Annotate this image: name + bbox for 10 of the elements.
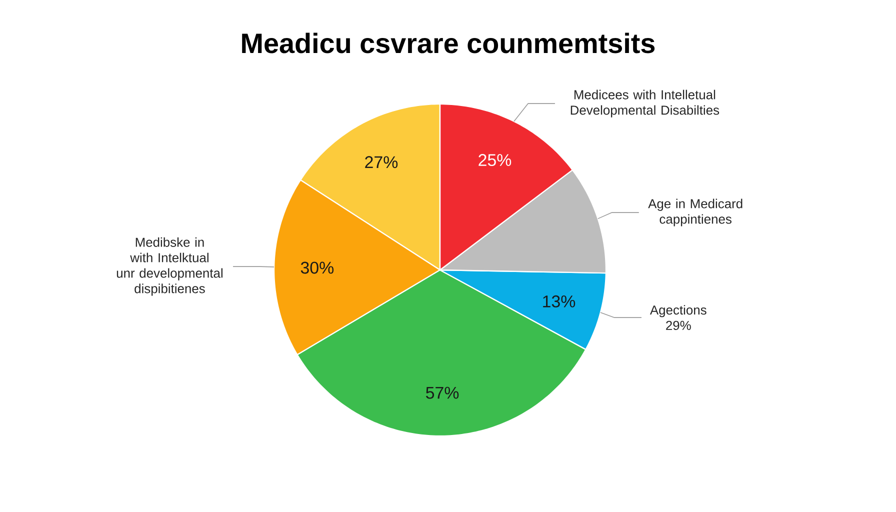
data-label: 30% (300, 262, 334, 274)
slice-label: Medibske in with Intelktual unr developmental dispibitienes (116, 237, 222, 296)
data-label: 27% (365, 156, 398, 168)
data-label: 57% (426, 386, 459, 399)
data-label: 13% (543, 295, 576, 308)
chart-title: Meadicu csvrare counmemtsits (242, 32, 655, 54)
data-label: 25% (478, 154, 512, 166)
slice-label: Medicees with Intelletual Developmental Disabilties (570, 90, 720, 118)
slice-label: Agections 29% (650, 305, 706, 330)
slice-label: Age in Medicard cappintienes (648, 198, 742, 226)
